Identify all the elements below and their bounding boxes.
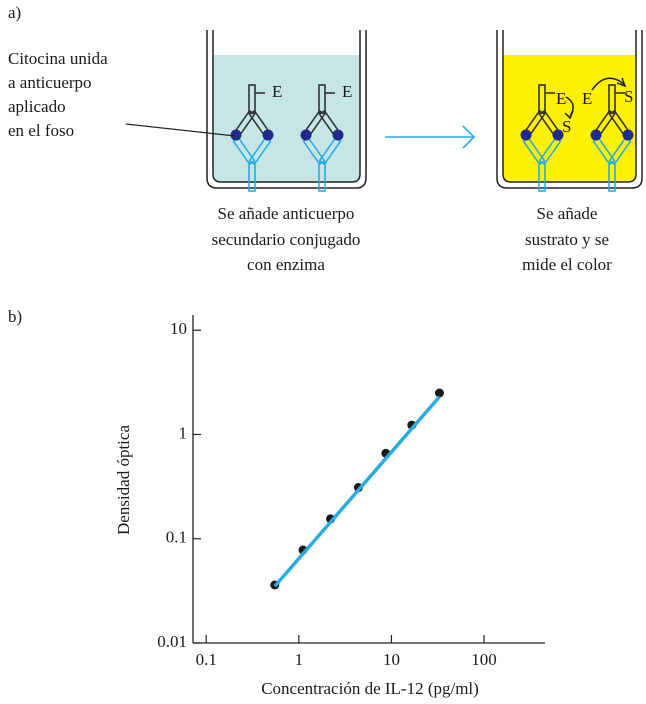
data-point	[434, 388, 444, 398]
enzyme-label: E	[272, 82, 282, 101]
enzyme-label: E	[342, 82, 352, 101]
chart: Concentración de IL-12 (pg/ml) Densidad …	[114, 315, 545, 698]
liquid	[213, 55, 360, 182]
y-tick-label: 10	[170, 319, 187, 338]
y-tick-label: 0.01	[157, 632, 187, 651]
y-axis-title: Densidad óptica	[114, 425, 133, 535]
x-tick-label: 10	[383, 650, 400, 669]
x-tick-label: 1	[295, 650, 304, 669]
enzyme-label: E	[582, 89, 592, 108]
arrow-head	[462, 125, 476, 149]
fit-line	[273, 395, 441, 588]
y-tick-label: 0.1	[166, 528, 187, 547]
callout-text: Citocina unida	[8, 49, 108, 68]
panel-label: b)	[8, 307, 22, 326]
caption: sustrato y se	[525, 230, 609, 249]
enzyme-label: E	[556, 89, 566, 108]
x-axis-title: Concentración de IL-12 (pg/ml)	[261, 679, 479, 698]
caption: secundario conjugado	[212, 230, 361, 249]
callout-text: en el foso	[8, 121, 74, 140]
caption: Se añade anticuerpo	[218, 204, 355, 223]
caption: con enzima	[247, 255, 325, 274]
substrate-label: S	[624, 87, 633, 106]
reaction-arrow	[591, 77, 625, 91]
arrow-head	[616, 77, 627, 88]
beaker	[496, 30, 643, 189]
beaker	[206, 30, 367, 189]
callout-line	[125, 123, 236, 137]
callout-text: aplicado	[8, 97, 66, 116]
caption: mide el color	[522, 255, 612, 274]
panel-label: a)	[8, 3, 21, 22]
y-tick-label: 1	[179, 423, 188, 442]
callout-text: a anticuerpo	[8, 73, 92, 92]
caption: Se añade	[537, 204, 598, 223]
x-tick-label: 0.1	[196, 650, 217, 669]
arrow-head	[564, 110, 574, 120]
substrate-label: S	[562, 117, 571, 136]
x-tick-label: 100	[471, 650, 497, 669]
